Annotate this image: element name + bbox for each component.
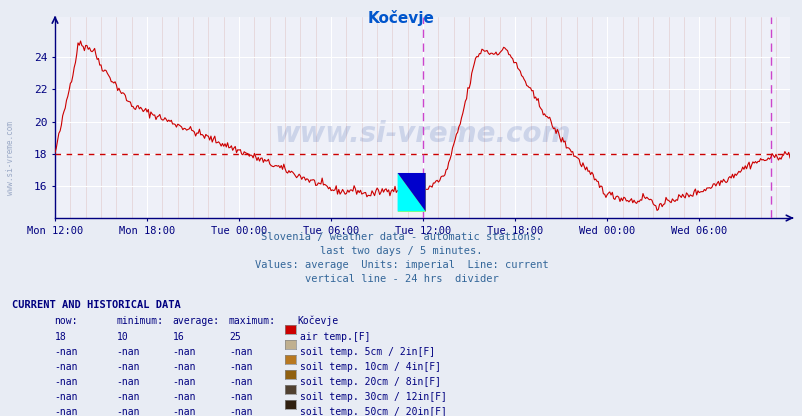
Text: air temp.[F]: air temp.[F] bbox=[299, 332, 370, 342]
Text: CURRENT AND HISTORICAL DATA: CURRENT AND HISTORICAL DATA bbox=[12, 300, 180, 310]
Text: -nan: -nan bbox=[172, 362, 196, 372]
Text: now:: now: bbox=[55, 316, 78, 326]
Text: -nan: -nan bbox=[116, 362, 140, 372]
Text: average:: average: bbox=[172, 316, 220, 326]
Text: -nan: -nan bbox=[229, 407, 252, 416]
Text: -nan: -nan bbox=[229, 392, 252, 402]
Text: www.si-vreme.com: www.si-vreme.com bbox=[6, 121, 15, 195]
Text: 25: 25 bbox=[229, 332, 241, 342]
Text: soil temp. 30cm / 12in[F]: soil temp. 30cm / 12in[F] bbox=[299, 392, 446, 402]
Text: www.si-vreme.com: www.si-vreme.com bbox=[274, 119, 570, 148]
Text: -nan: -nan bbox=[55, 392, 78, 402]
Text: -nan: -nan bbox=[116, 347, 140, 357]
Text: -nan: -nan bbox=[229, 377, 252, 387]
Text: Values: average  Units: imperial  Line: current: Values: average Units: imperial Line: cu… bbox=[254, 260, 548, 270]
Text: minimum:: minimum: bbox=[116, 316, 164, 326]
Text: 10: 10 bbox=[116, 332, 128, 342]
Bar bbox=[397, 173, 425, 212]
Text: soil temp. 5cm / 2in[F]: soil temp. 5cm / 2in[F] bbox=[299, 347, 434, 357]
Text: -nan: -nan bbox=[116, 377, 140, 387]
Text: maximum:: maximum: bbox=[229, 316, 276, 326]
Text: -nan: -nan bbox=[172, 392, 196, 402]
Text: 16: 16 bbox=[172, 332, 184, 342]
Text: -nan: -nan bbox=[172, 347, 196, 357]
Text: soil temp. 20cm / 8in[F]: soil temp. 20cm / 8in[F] bbox=[299, 377, 440, 387]
Text: -nan: -nan bbox=[172, 377, 196, 387]
Text: vertical line - 24 hrs  divider: vertical line - 24 hrs divider bbox=[304, 274, 498, 284]
Text: -nan: -nan bbox=[55, 347, 78, 357]
Text: soil temp. 10cm / 4in[F]: soil temp. 10cm / 4in[F] bbox=[299, 362, 440, 372]
Text: Kočevje: Kočevje bbox=[367, 10, 435, 26]
Text: soil temp. 50cm / 20in[F]: soil temp. 50cm / 20in[F] bbox=[299, 407, 446, 416]
Text: -nan: -nan bbox=[229, 362, 252, 372]
Text: -nan: -nan bbox=[55, 362, 78, 372]
Text: -nan: -nan bbox=[55, 377, 78, 387]
Text: 18: 18 bbox=[55, 332, 67, 342]
Text: -nan: -nan bbox=[55, 407, 78, 416]
Text: -nan: -nan bbox=[172, 407, 196, 416]
Polygon shape bbox=[397, 173, 425, 212]
Text: Kočevje: Kočevje bbox=[297, 316, 338, 327]
Text: Slovenia / weather data - automatic stations.: Slovenia / weather data - automatic stat… bbox=[261, 232, 541, 242]
Text: -nan: -nan bbox=[116, 392, 140, 402]
Text: last two days / 5 minutes.: last two days / 5 minutes. bbox=[320, 246, 482, 256]
Polygon shape bbox=[397, 173, 425, 212]
Text: -nan: -nan bbox=[116, 407, 140, 416]
Text: -nan: -nan bbox=[229, 347, 252, 357]
